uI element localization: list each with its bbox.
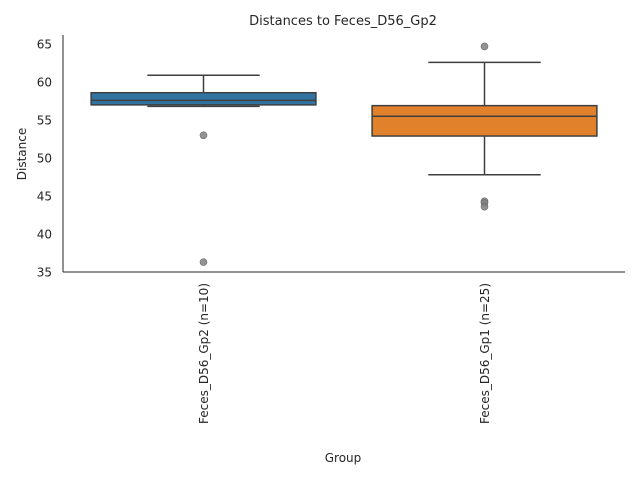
- box-marks: [90, 42, 598, 266]
- box-group-2: [371, 42, 598, 211]
- outlier-point: [199, 131, 208, 140]
- y-tick-label: 35: [37, 266, 52, 280]
- outlier-point: [480, 202, 489, 211]
- y-tick-label: 55: [37, 114, 52, 128]
- axes: 35 40 45 50 55 60 65 Feces_D56_Gp2 (n=10) Feces_…: [37, 35, 625, 424]
- y-tick-label: 60: [37, 76, 52, 90]
- y-axis-label: Distance: [15, 128, 29, 180]
- box-group-1: [90, 74, 317, 266]
- iqr-box: [90, 91, 317, 106]
- outlier-point: [199, 258, 208, 266]
- y-tick-label: 65: [37, 38, 52, 52]
- iqr-box: [371, 104, 598, 137]
- outlier-point: [480, 42, 489, 51]
- x-tick-label: Feces_D56_Gp1 (n=25): [478, 283, 492, 424]
- y-tick-label: 50: [37, 152, 52, 166]
- y-tick-label: 40: [37, 228, 52, 242]
- x-axis-label: Group: [325, 451, 362, 465]
- y-tick-label: 45: [37, 190, 52, 204]
- x-tick-label: Feces_D56_Gp2 (n=10): [197, 283, 211, 424]
- chart-title: Distances to Feces_D56_Gp2: [249, 14, 437, 29]
